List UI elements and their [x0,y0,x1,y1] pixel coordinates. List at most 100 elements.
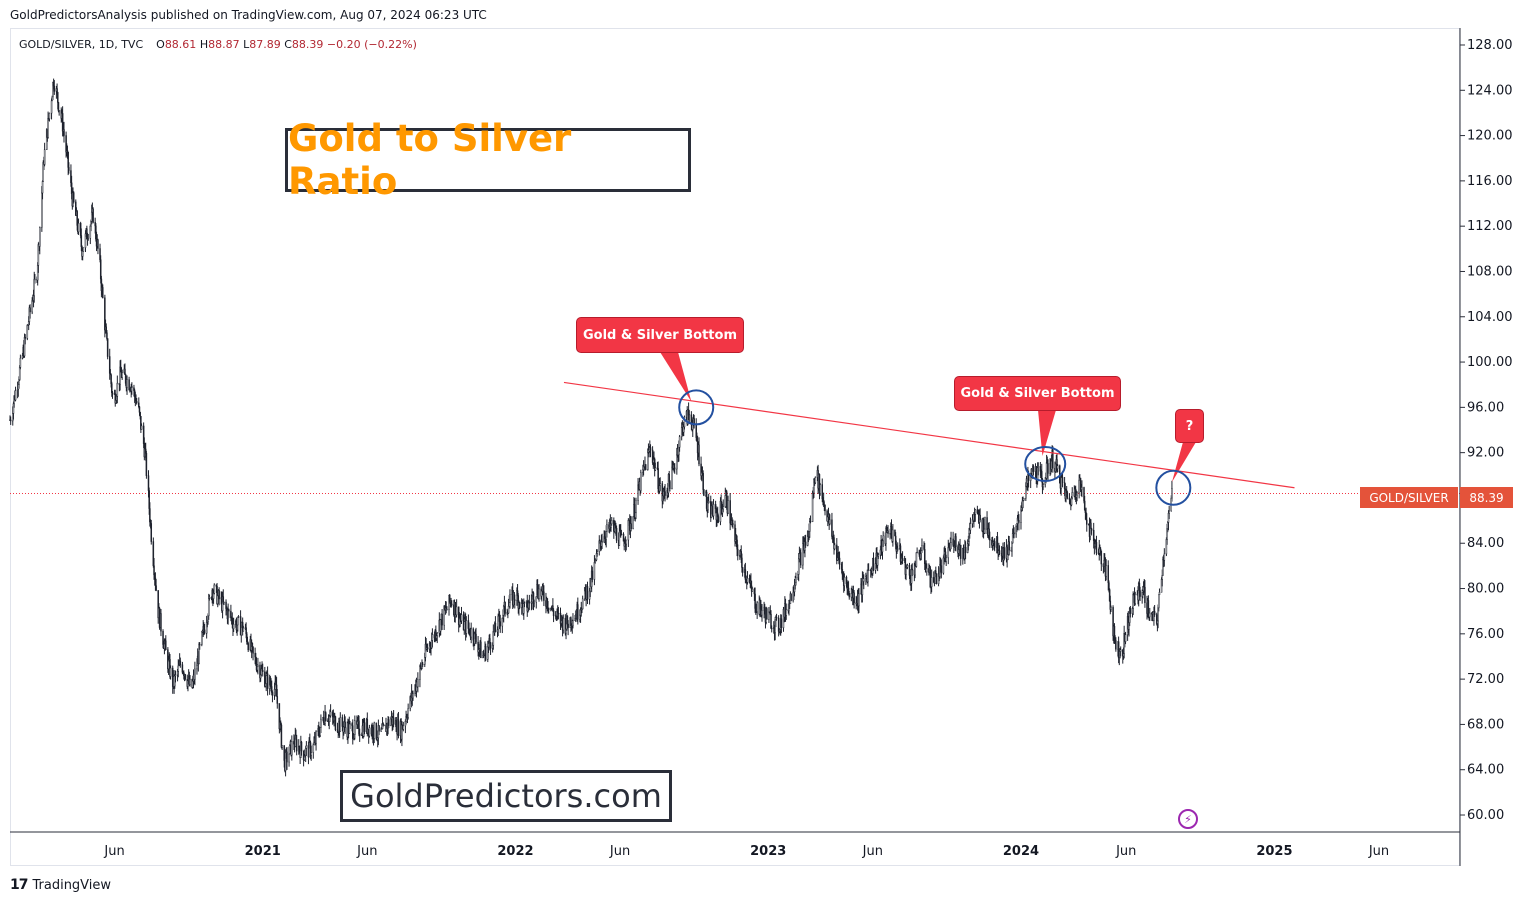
candle-body [770,627,773,630]
candle-body [106,338,109,357]
candle-body [237,616,239,626]
x-tick-label: Jun [1115,844,1136,859]
candle-body [402,725,405,730]
candle-body [29,307,31,313]
publish-info: GoldPredictorsAnalysis published on Trad… [10,8,487,22]
candle-body [310,752,312,756]
candle-body [14,390,17,401]
candle-body [1045,462,1048,479]
candle-body [257,664,259,667]
candle-body [179,660,182,666]
candle-body [480,641,482,659]
brand-annotation[interactable]: GoldPredictors.com [340,770,672,822]
candle-body [47,118,49,138]
candle-body [155,585,157,591]
low-label: L [243,38,250,51]
candle-body [421,663,424,666]
candle-body [57,102,60,112]
candle-body [397,719,400,736]
y-tick-label: 100.00 [1467,355,1513,370]
candle-body [1020,509,1022,523]
candle-body [892,529,894,542]
candle-body [1158,594,1160,609]
candle-body [138,406,141,413]
candle-body [702,473,704,490]
price-tag-value: 88.39 [1460,487,1513,508]
candle-body [222,596,225,603]
candle-body [247,643,249,651]
candle-body [824,504,826,512]
tradingview-logo-icon: 17 [10,877,29,893]
candle-body [1149,612,1151,618]
candle-body [923,549,926,565]
y-tick-label: 84.00 [1467,536,1504,551]
callout-bottom-2022[interactable]: Gold & Silver Bottom [576,317,744,353]
candle-body [48,112,51,119]
candle-body [562,617,565,631]
candle-body [814,477,817,484]
highlight-circle [1024,445,1067,482]
candle-body [741,567,744,573]
candle-body [659,483,661,487]
candle-body [378,725,380,732]
candle-body [768,611,770,620]
candle-body [237,616,240,618]
y-tick-label: 60.00 [1467,808,1504,823]
y-tick-label: 112.00 [1467,219,1513,234]
symbol-legend[interactable]: GOLD/SILVER, 1D, TVC O88.61 H88.87 L87.8… [19,38,417,51]
candle-body [867,569,870,572]
candle-body [265,675,267,684]
candle-body [160,613,162,632]
candle-body [372,727,374,738]
x-axis: Jun 2021 Jun 2022 Jun 2023 Jun 2024 Jun 2025 Jun [10,831,1460,859]
candle-body [819,484,821,495]
candle-body [615,527,618,541]
candle-body [1107,565,1109,584]
candle-body [514,599,516,601]
candle-body [751,588,754,592]
candle-body [802,543,804,566]
candle-body [838,557,841,565]
y-tick-label: 80.00 [1467,582,1504,597]
candle-body [194,668,196,680]
candle-body [334,716,337,730]
callout-bottom-2024[interactable]: Gold & Silver Bottom [954,376,1121,411]
candle-body [1023,497,1025,501]
candle-body [63,129,65,136]
tradingview-logo[interactable]: 17 TradingView [10,877,111,893]
x-tick-label: 2023 [750,844,786,859]
y-tick-label: 68.00 [1467,717,1504,732]
candle-body [606,524,608,532]
close-label: C [284,38,292,51]
highlight-circles-layer [678,389,1192,506]
x-tick-label: 2025 [1256,844,1292,859]
chart-title-annotation[interactable]: Gold to Silver Ratio [285,117,691,203]
candle-body [1008,541,1010,551]
candle-body [291,741,293,756]
callout-question[interactable]: ? [1175,409,1204,443]
x-tick-label: Jun [103,844,124,859]
candle-body [872,557,875,571]
candle-body [829,519,831,525]
candle-body [986,517,988,531]
candle-body [727,500,729,514]
candle-body [417,679,419,688]
candle-body [528,601,531,604]
candle-body [979,514,981,521]
candle-body [300,741,303,752]
candle-body [312,744,315,753]
candle-body [286,751,288,763]
lightning-icon[interactable]: ⚡ [1178,809,1198,829]
candle-body [543,591,545,601]
x-tick-label: 2022 [497,844,533,859]
candle-body [1161,575,1163,580]
candle-body [388,719,390,726]
candle-body [683,416,686,428]
candle-body [412,693,414,699]
candle-body [261,669,264,673]
candle-body [358,733,361,736]
candle-body [712,504,715,517]
candle-body [242,627,245,632]
candle-body [644,464,647,471]
